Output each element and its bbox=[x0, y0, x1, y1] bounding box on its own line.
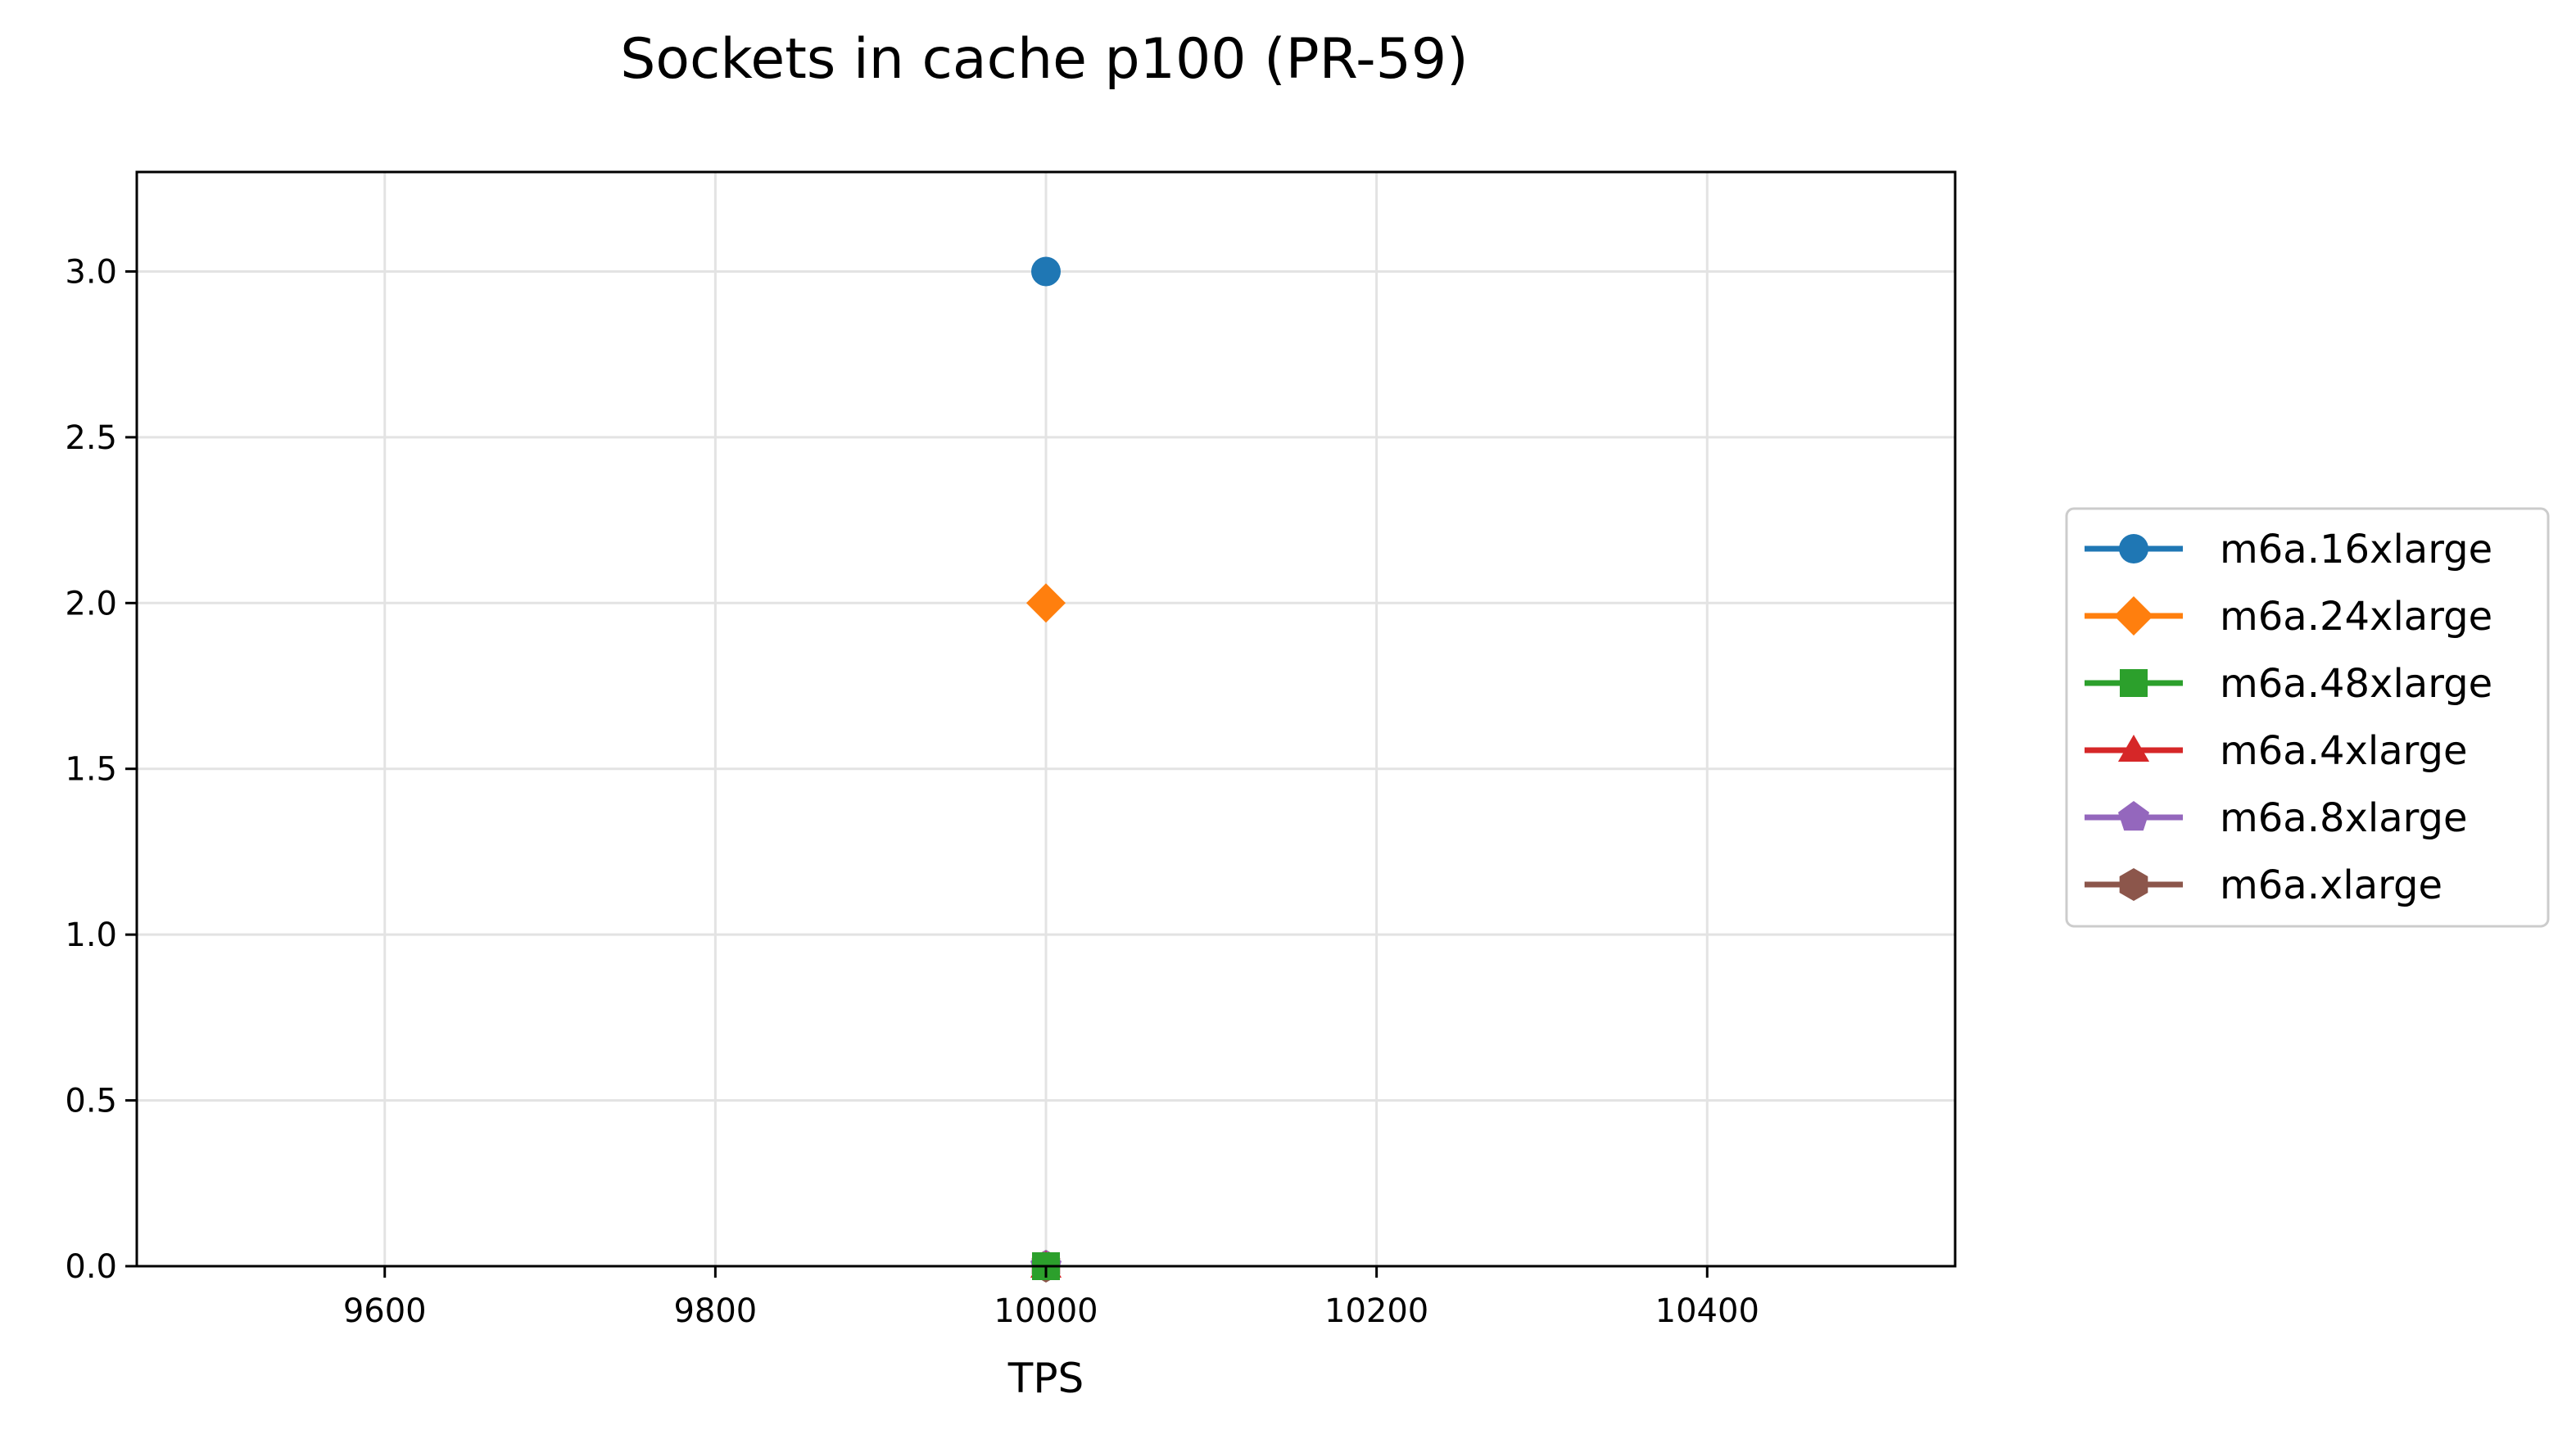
y-tick-label: 1.5 bbox=[65, 751, 117, 789]
ticks: 9600 9800 10000 10200 10400 0.0 0.5 1.0 1.5 2.0 2.… bbox=[65, 253, 1759, 1330]
y-tick-label: 0.5 bbox=[65, 1083, 117, 1120]
legend-frame bbox=[2065, 507, 2550, 928]
legend-label: m6a.8xlarge bbox=[2220, 795, 2468, 841]
x-tick-label: 10000 bbox=[994, 1292, 1098, 1330]
y-tick-label: 1.0 bbox=[65, 916, 117, 954]
x-tick-label: 9600 bbox=[343, 1292, 427, 1330]
legend-item: m6a.4xlarge bbox=[2085, 728, 2468, 774]
y-tick-label: 2.0 bbox=[65, 585, 117, 622]
legend-item: m6a.16xlarge bbox=[2085, 527, 2492, 572]
legend-label: m6a.24xlarge bbox=[2220, 594, 2492, 640]
y-tick-label: 2.5 bbox=[65, 419, 117, 457]
legend-item: m6a.8xlarge bbox=[2085, 795, 2468, 841]
x-tick-label: 10200 bbox=[1324, 1292, 1428, 1330]
x-tick-label: 10400 bbox=[1655, 1292, 1759, 1330]
legend-item: m6a.xlarge bbox=[2085, 862, 2442, 908]
x-axis-label: TPS bbox=[1007, 1355, 1084, 1402]
legend-label: m6a.48xlarge bbox=[2220, 661, 2492, 707]
legend-item: m6a.24xlarge bbox=[2085, 594, 2492, 640]
y-tick-label: 3.0 bbox=[65, 253, 117, 291]
legend-label: m6a.xlarge bbox=[2220, 862, 2442, 908]
legend-marker bbox=[2120, 669, 2148, 697]
legend-marker bbox=[2114, 596, 2153, 636]
chart-title: Sockets in cache p100 (PR-59) bbox=[620, 27, 1468, 92]
legend-label: m6a.16xlarge bbox=[2220, 527, 2492, 572]
x-tick-label: 9800 bbox=[673, 1292, 757, 1330]
y-tick-label: 0.0 bbox=[65, 1248, 117, 1286]
series-m6a.16xlarge bbox=[1031, 256, 1061, 287]
legend-marker bbox=[2117, 801, 2150, 831]
data-point bbox=[1031, 256, 1061, 287]
legend: m6a.16xlarge m6a.24xlarge m6a.48xlarge m6a.… bbox=[2065, 507, 2550, 928]
legend-marker bbox=[2117, 735, 2150, 762]
legend-marker bbox=[2119, 868, 2148, 901]
data-point bbox=[1026, 583, 1066, 623]
legend-marker bbox=[2119, 534, 2148, 563]
legend-item: m6a.48xlarge bbox=[2085, 661, 2492, 707]
legend-label: m6a.4xlarge bbox=[2220, 728, 2468, 774]
series-m6a.24xlarge bbox=[1026, 583, 1066, 623]
